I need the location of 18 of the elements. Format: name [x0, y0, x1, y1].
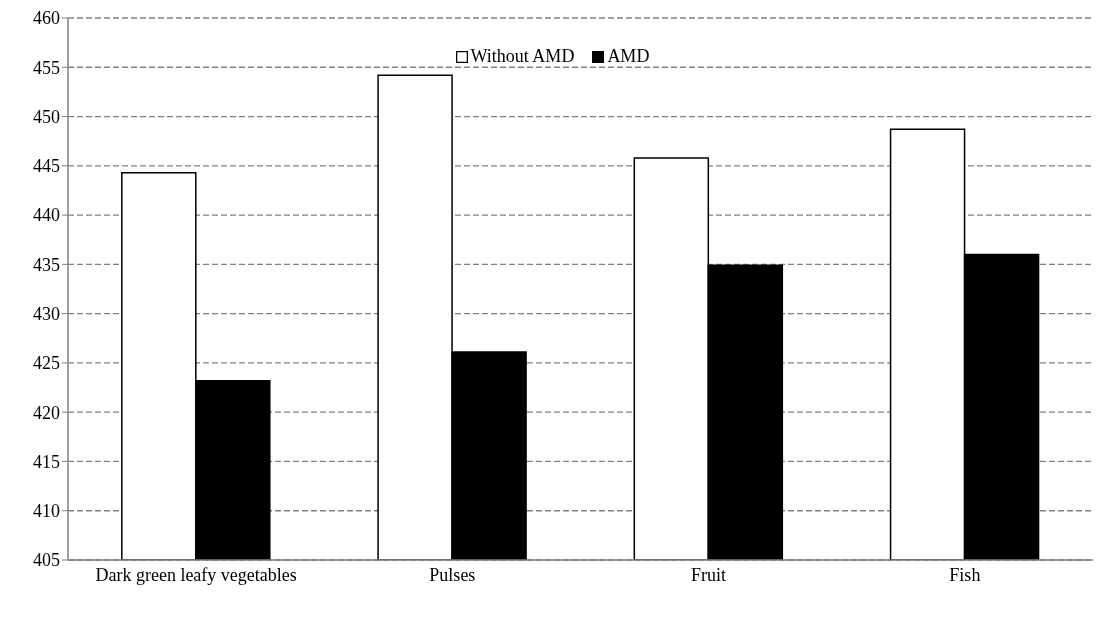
x-tick-label: Dark green leafy vegetables	[95, 564, 297, 585]
y-tick-label: 405	[33, 550, 60, 571]
y-tick-label: 450	[33, 106, 60, 127]
y-tick-label: 435	[33, 254, 60, 275]
y-tick-label: 440	[33, 205, 60, 226]
y-tick-label: 415	[33, 451, 60, 472]
y-tick-label: 410	[33, 501, 60, 522]
legend-label: AMD	[606, 46, 650, 67]
y-tick-label: 445	[33, 156, 60, 177]
x-tick-label: Fish	[949, 564, 981, 585]
y-tick-label: 430	[33, 304, 60, 325]
y-tick-label: 455	[33, 57, 60, 78]
x-tick-label: Pulses	[429, 564, 476, 585]
y-tick-label: 425	[33, 353, 60, 374]
legend-label: Without AMD	[469, 46, 575, 67]
y-tick-label: 420	[33, 402, 60, 423]
y-tick-label: 460	[33, 8, 60, 29]
x-tick-label: Fruit	[691, 564, 727, 585]
